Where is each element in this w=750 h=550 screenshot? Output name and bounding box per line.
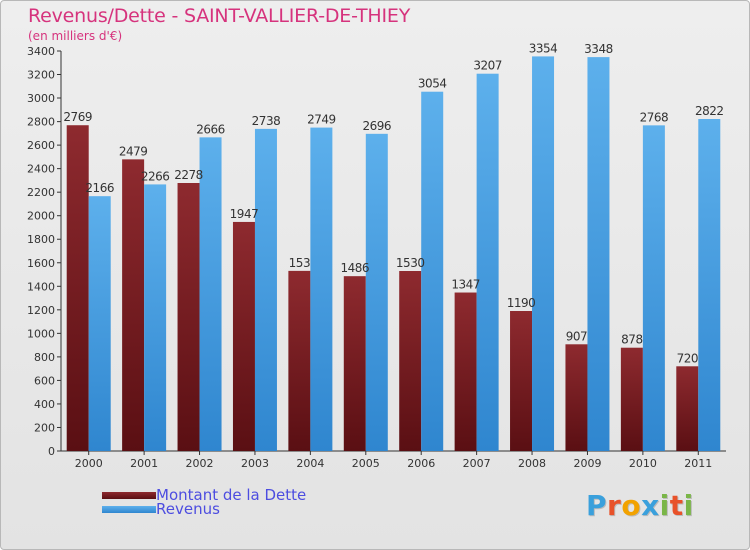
data-label-dette: 2769 <box>63 110 92 124</box>
y-tick-label: 600 <box>34 374 55 387</box>
data-label-revenus: 3354 <box>529 41 558 55</box>
data-label-revenus: 2822 <box>695 104 724 118</box>
y-tick-label: 2800 <box>27 116 55 129</box>
bar-revenus <box>476 73 499 452</box>
proxiti-logo: Proxiti <box>586 489 694 522</box>
bar-dette <box>565 344 588 451</box>
x-tick-label: 2003 <box>241 457 269 470</box>
logo-letter: r <box>607 489 622 522</box>
y-tick-label: 2600 <box>27 139 55 152</box>
bar-revenus <box>310 127 333 452</box>
legend-item-dette: Montant de la Dette <box>102 487 306 503</box>
bar-dette <box>454 292 477 451</box>
bar-dette <box>343 276 366 451</box>
bar-dette <box>288 270 311 451</box>
data-label-dette: 1486 <box>341 261 370 275</box>
data-label-revenus: 2266 <box>141 169 170 183</box>
bar-dette <box>510 311 533 451</box>
x-tick-label: 2008 <box>518 457 546 470</box>
y-tick-label: 1200 <box>27 304 55 317</box>
data-label-revenus: 2738 <box>252 114 281 128</box>
data-label-revenus: 2666 <box>196 122 225 136</box>
y-tick-label: 3000 <box>27 92 55 105</box>
data-label-dette: 2479 <box>119 144 148 158</box>
bar-revenus <box>254 128 277 451</box>
x-tick-label: 2007 <box>463 457 491 470</box>
data-label-dette: 907 <box>566 329 587 343</box>
data-label-revenus: 3054 <box>418 77 447 91</box>
y-tick-label: 400 <box>34 398 55 411</box>
bar-revenus <box>199 137 222 451</box>
logo-letter: x <box>641 489 660 522</box>
data-label-revenus: 2166 <box>85 181 114 195</box>
data-label-dette: 1347 <box>451 278 480 292</box>
y-tick-label: 2400 <box>27 163 55 176</box>
data-label-dette: 1947 <box>230 207 259 221</box>
x-tick-label: 2001 <box>130 457 158 470</box>
x-tick-label: 2004 <box>296 457 324 470</box>
data-label-dette: 153 <box>289 256 310 270</box>
bar-revenus <box>698 119 721 451</box>
y-tick-label: 1800 <box>27 233 55 246</box>
y-tick-label: 1000 <box>27 327 55 340</box>
data-label-dette: 2278 <box>174 168 203 182</box>
data-label-revenus: 2696 <box>363 119 392 133</box>
y-tick-label: 3200 <box>27 69 55 82</box>
y-tick-label: 3400 <box>27 45 55 58</box>
logo-letter: t <box>669 489 684 522</box>
chart-bars <box>66 56 721 452</box>
y-tick-label: 200 <box>34 421 55 434</box>
data-label-dette: 1530 <box>396 256 425 270</box>
x-tick-label: 2002 <box>186 457 214 470</box>
data-label-dette: 720 <box>677 351 698 365</box>
x-tick-label: 2005 <box>352 457 380 470</box>
logo-letter: o <box>621 489 642 522</box>
y-tick-label: 1400 <box>27 280 55 293</box>
chart-data-labels: 2769 2166 2479 2266 2278 2666 1947 2738 153 2749 1… <box>63 41 724 365</box>
x-tick-label: 2010 <box>629 457 657 470</box>
bar-revenus <box>532 56 555 451</box>
x-tick-label: 2009 <box>573 457 601 470</box>
data-label-revenus: 3207 <box>473 59 502 73</box>
legend-swatch-revenus <box>102 505 156 513</box>
bar-dette <box>620 347 643 451</box>
legend-label-dette: Montant de la Dette <box>156 486 307 504</box>
logo-letter: i <box>683 489 694 522</box>
bar-dette <box>676 366 699 451</box>
data-label-revenus: 2768 <box>640 110 669 124</box>
y-tick-label: 2200 <box>27 186 55 199</box>
logo-letter: i <box>659 489 670 522</box>
y-tick-label: 0 <box>48 445 55 458</box>
data-label-revenus: 2749 <box>307 113 336 127</box>
y-tick-label: 2000 <box>27 210 55 223</box>
bar-dette <box>122 159 145 451</box>
bar-dette <box>399 271 422 451</box>
data-label-dette: 1190 <box>507 296 536 310</box>
bar-dette <box>177 183 200 451</box>
bar-revenus <box>365 133 388 451</box>
bar-revenus <box>88 196 111 451</box>
data-label-revenus: 3348 <box>584 42 613 56</box>
chart-axes: 0 200 400 600 800 1000 1200 1400 1600 1800 2000 220… <box>27 45 726 470</box>
logo-letter: P <box>586 489 608 522</box>
y-tick-label: 1600 <box>27 257 55 270</box>
bar-dette <box>232 221 255 451</box>
x-tick-label: 2000 <box>75 457 103 470</box>
data-label-dette: 878 <box>621 333 642 347</box>
x-tick-label: 2006 <box>407 457 435 470</box>
y-tick-label: 800 <box>34 351 55 364</box>
bar-dette <box>66 125 89 451</box>
x-tick-label: 2011 <box>684 457 712 470</box>
legend-swatch-dette <box>102 491 156 499</box>
bar-revenus <box>642 125 665 452</box>
bar-revenus <box>144 184 167 452</box>
bar-revenus <box>421 91 444 452</box>
chart-subtitle: (en milliers d'€) <box>28 29 123 43</box>
legend-item-revenus: Revenus <box>102 501 220 517</box>
chart-title: Revenus/Dette - SAINT-VALLIER-DE-THIEY <box>28 5 411 27</box>
legend-label-revenus: Revenus <box>156 500 220 518</box>
bar-revenus <box>587 57 610 451</box>
